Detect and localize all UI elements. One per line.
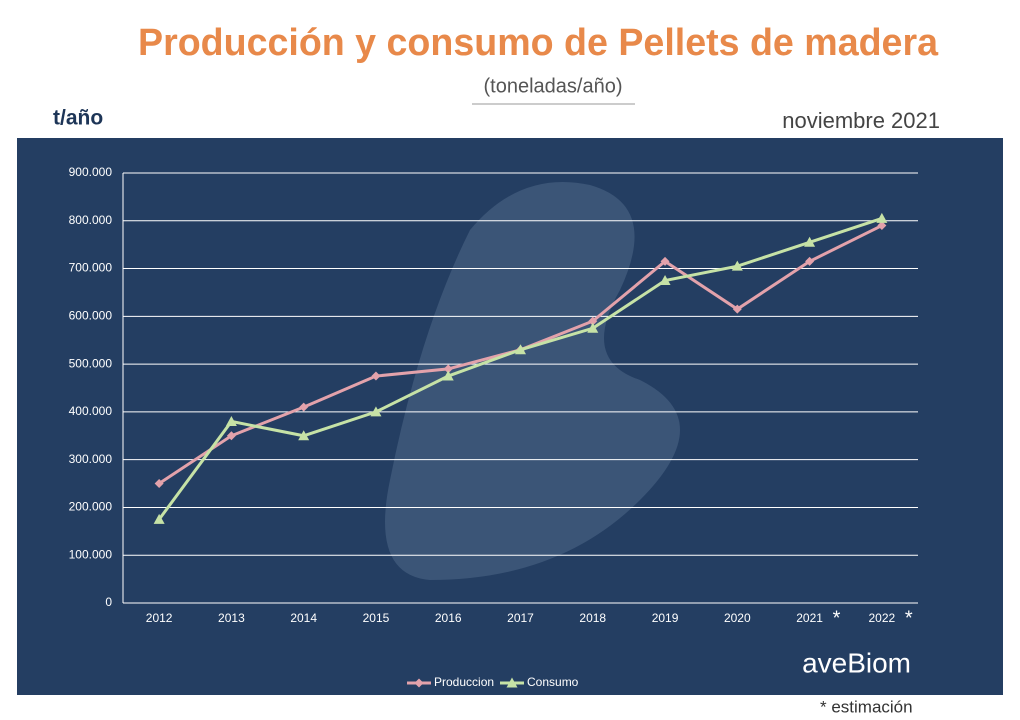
y-tick-label: 300.000 xyxy=(69,452,113,466)
legend-marker xyxy=(506,677,518,688)
y-axis-label: t/año xyxy=(53,107,103,130)
estimate-mark: * xyxy=(833,607,841,629)
data-point xyxy=(154,479,164,489)
legend-marker xyxy=(414,678,424,688)
data-point xyxy=(371,371,381,381)
data-point xyxy=(732,304,742,314)
x-tick-label: 2012 xyxy=(146,611,173,625)
x-tick-label: 2017 xyxy=(507,611,534,625)
y-tick-label: 800.000 xyxy=(69,213,113,227)
y-tick-label: 900.000 xyxy=(69,165,113,179)
legend-label: Produccion xyxy=(434,675,494,689)
y-tick-label: 600.000 xyxy=(69,309,113,323)
data-point xyxy=(370,406,382,417)
date-note: noviembre 2021 xyxy=(782,108,940,133)
chart-title: Producción y consumo de Pellets de mader… xyxy=(138,22,939,64)
data-point xyxy=(587,322,599,333)
data-point xyxy=(226,431,236,441)
x-tick-label: 2018 xyxy=(579,611,606,625)
x-tick-label: 2015 xyxy=(363,611,390,625)
y-tick-label: 500.000 xyxy=(69,356,113,370)
y-tick-label: 200.000 xyxy=(69,500,113,514)
data-point xyxy=(442,370,454,381)
chart-subtitle: (toneladas/año) xyxy=(484,75,623,97)
x-tick-label: 2014 xyxy=(290,611,317,625)
data-point xyxy=(588,316,598,326)
data-point xyxy=(660,256,670,266)
y-tick-label: 0 xyxy=(105,595,112,609)
data-point xyxy=(805,256,815,266)
legend-label: Consumo xyxy=(527,675,579,689)
y-tick-label: 100.000 xyxy=(69,547,113,561)
data-point xyxy=(299,402,309,412)
data-point xyxy=(515,344,526,355)
data-point xyxy=(877,221,887,231)
x-tick-label: 2021 xyxy=(796,611,823,625)
data-point xyxy=(298,430,310,441)
x-tick-label: 2020 xyxy=(724,611,751,625)
data-point xyxy=(731,260,743,271)
data-point xyxy=(659,275,671,285)
x-tick-label: 2022 xyxy=(869,611,896,625)
footnote: * estimación xyxy=(820,697,913,716)
logo: aveBiom xyxy=(802,647,911,678)
data-point xyxy=(153,513,165,524)
data-point xyxy=(443,364,453,374)
watermark xyxy=(385,182,680,580)
data-point xyxy=(225,415,237,426)
x-tick-label: 2016 xyxy=(435,611,462,625)
x-tick-label: 2019 xyxy=(652,611,679,625)
x-tick-label: 2013 xyxy=(218,611,245,625)
data-point xyxy=(804,236,816,247)
y-tick-label: 700.000 xyxy=(69,261,113,275)
y-tick-label: 400.000 xyxy=(69,404,113,418)
data-point xyxy=(876,212,888,223)
estimate-mark: * xyxy=(905,607,913,629)
